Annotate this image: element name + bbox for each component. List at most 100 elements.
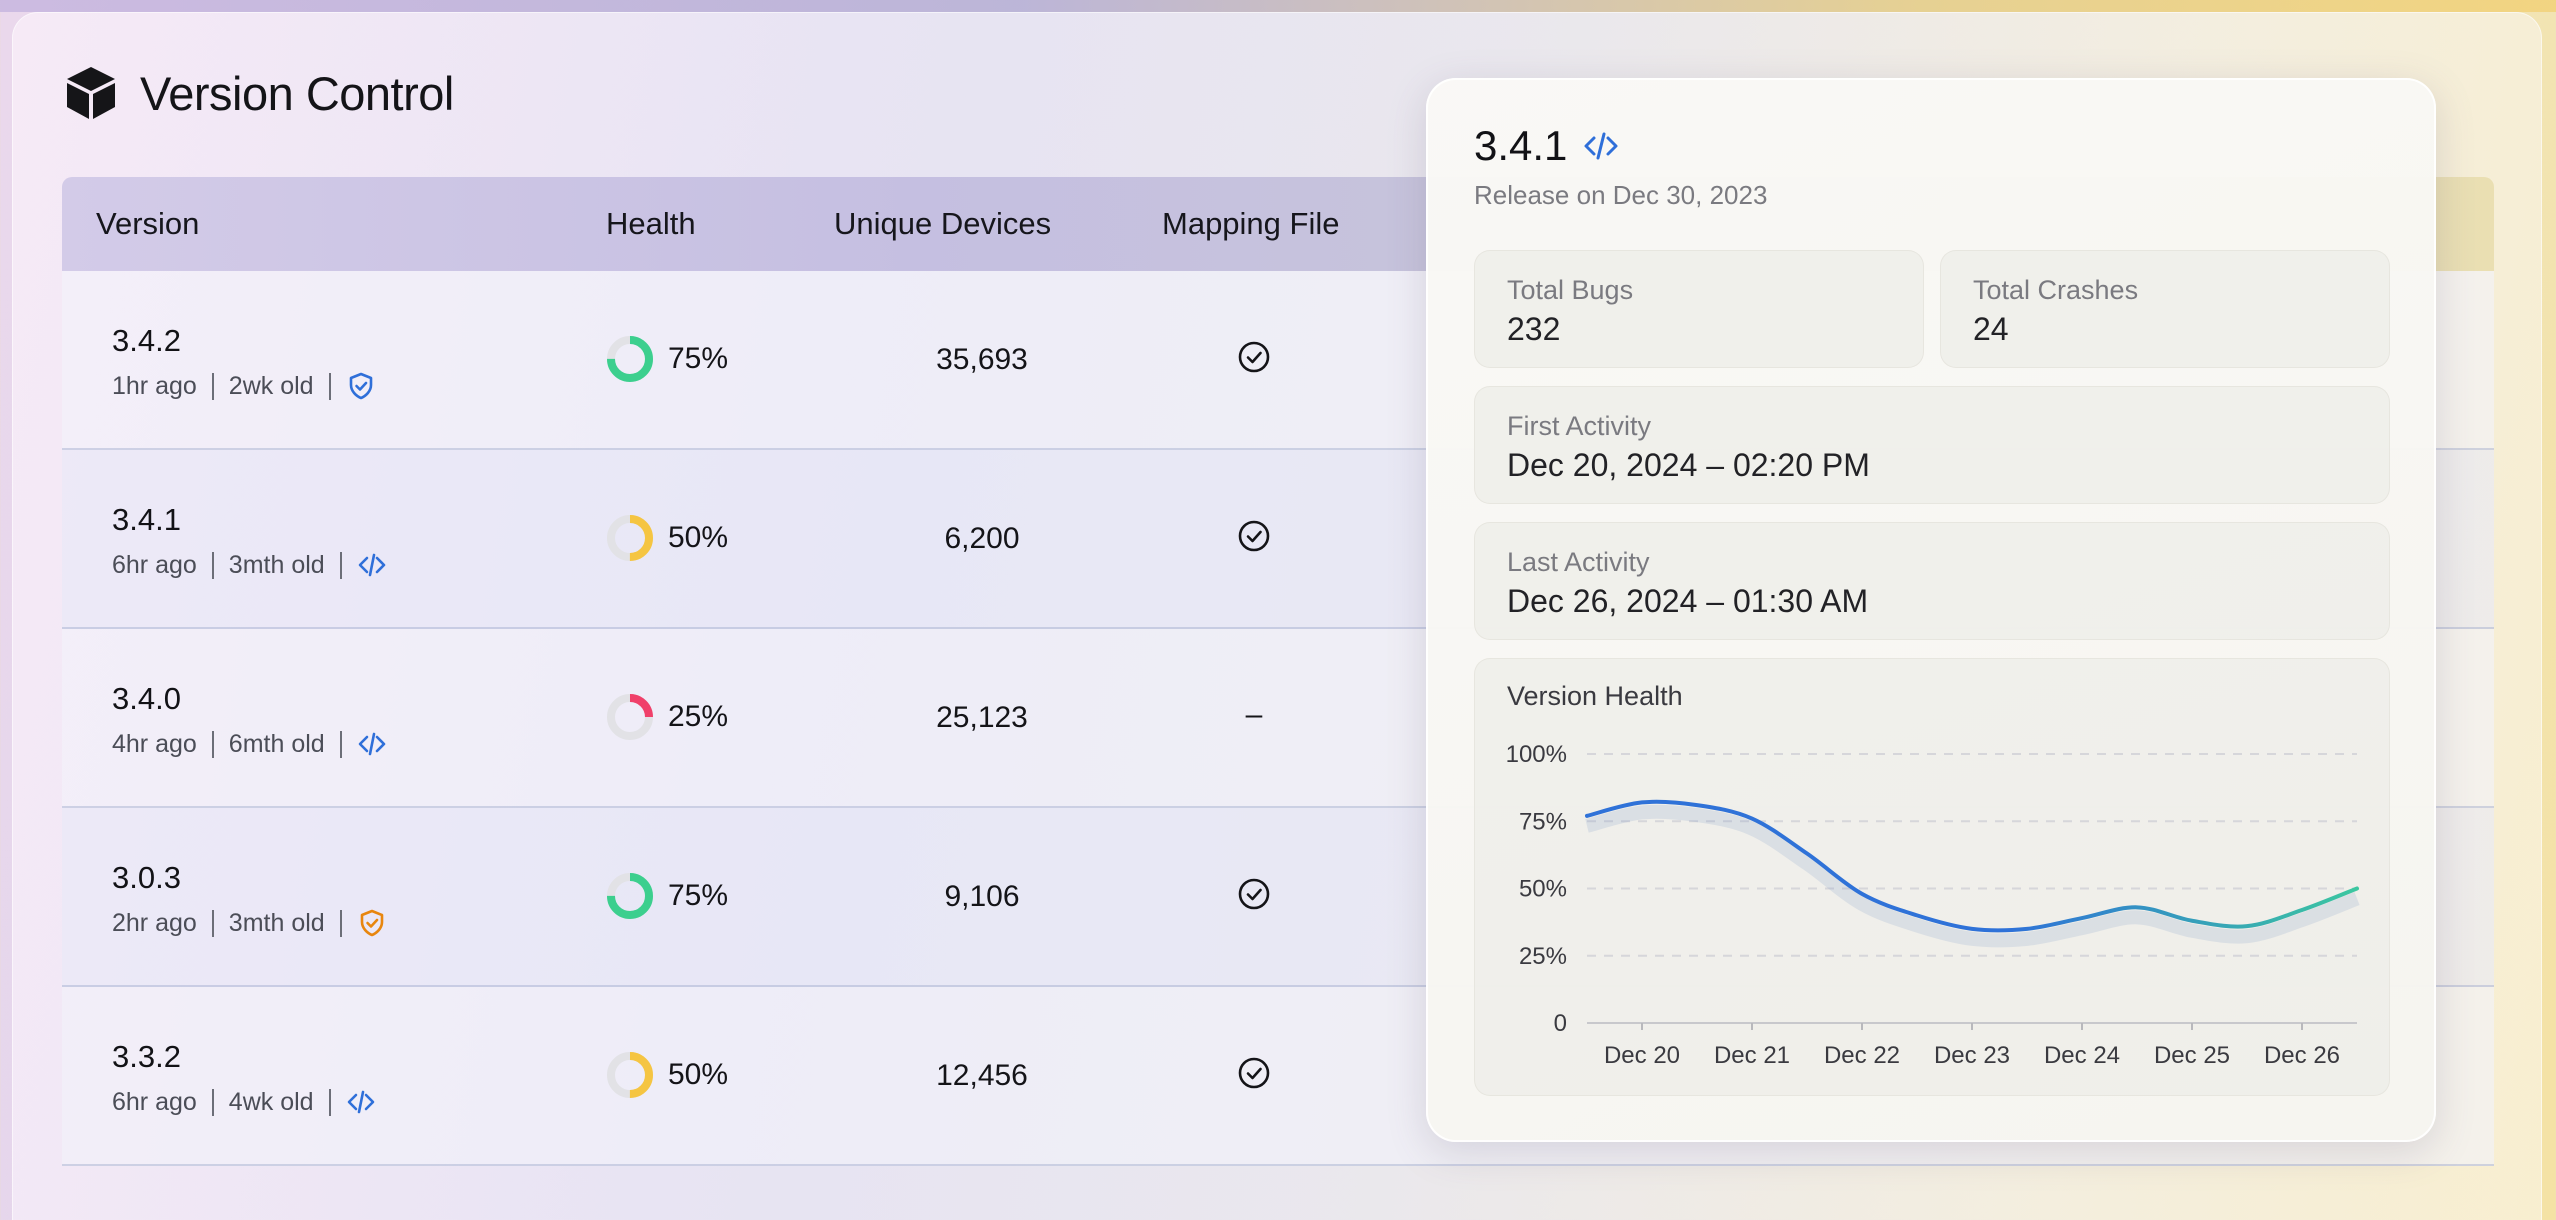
unique-devices-value: 6,200 (944, 522, 1020, 555)
total-bugs-value: 232 (1507, 311, 1561, 347)
meta-separator (211, 1088, 214, 1116)
code-icon (347, 1090, 374, 1114)
x-tick-label: Dec 21 (1714, 1042, 1790, 1069)
window-top-glow (0, 0, 2556, 12)
y-tick-label: 75% (1519, 808, 1567, 835)
unique-devices-value: 25,123 (936, 701, 1028, 734)
version-number: 3.4.0 (112, 681, 181, 716)
health-percent: 50% (668, 521, 729, 554)
version-detail-card: 3.4.1 Release on Dec 30, 2023 Total Bugs… (1426, 78, 2436, 1142)
check-circle-icon (1238, 520, 1270, 552)
x-tick-label: Dec 23 (1934, 1042, 2010, 1069)
series-line (1585, 799, 2359, 933)
x-tick-label: Dec 24 (2044, 1042, 2120, 1069)
chart-title: Version Health (1507, 681, 1683, 711)
version-meta: 6hr ago 3mth old (112, 550, 387, 580)
health-percent: 75% (668, 342, 729, 375)
mapping-file-cell: – (1245, 698, 1263, 731)
total-bugs-label: Total Bugs (1507, 275, 1634, 305)
code-icon (358, 553, 385, 577)
detail-header: 3.4.1 (1474, 122, 1619, 170)
version-meta: 4hr ago 6mth old (112, 729, 387, 759)
total-crashes-label: Total Crashes (1973, 275, 2139, 305)
version-meta: 1hr ago 2wk old (112, 371, 376, 401)
detail-version: 3.4.1 (1474, 122, 1568, 169)
first-activity-label: First Activity (1507, 411, 1652, 441)
meta-separator (328, 1088, 331, 1116)
meta-separator (339, 909, 342, 937)
table-header: Version Health Unique Devices Mapping Fi… (62, 177, 2494, 271)
health-cell: 25% (606, 693, 728, 741)
x-tick-label: Dec 25 (2154, 1042, 2230, 1069)
total-crashes-stat: Total Crashes 24 (1940, 250, 2390, 368)
version-age: 6mth old (228, 729, 325, 758)
mapping-file-cell (1234, 516, 1274, 556)
last-activity-label: Last Activity (1507, 547, 1650, 577)
health-cell: 50% (606, 514, 728, 562)
first-activity-value: Dec 20, 2024 – 02:20 PM (1507, 447, 1870, 483)
version-health-chart: Version Health 100% 75% 50% 25% 0 Dec 20 Dec 2… (1474, 658, 2390, 1096)
version-number: 3.4.1 (112, 502, 181, 537)
health-ring-icon (607, 694, 653, 740)
last-seen: 4hr ago (112, 729, 197, 758)
version-age: 3mth old (228, 550, 325, 579)
health-ring-icon (607, 336, 653, 382)
health-ring-icon (607, 1052, 653, 1098)
last-activity-value: Dec 26, 2024 – 01:30 AM (1507, 583, 1869, 619)
first-activity-stat: First Activity Dec 20, 2024 – 02:20 PM (1474, 386, 2390, 504)
y-tick-label: 100% (1506, 741, 1567, 768)
meta-separator (339, 551, 342, 579)
line-chart: 100% 75% 50% 25% 0 Dec 20 Dec 21 Dec 22 Dec 23 De… (1506, 741, 2360, 1069)
version-age: 2wk old (228, 371, 314, 400)
meta-separator (328, 372, 331, 400)
health-percent: 50% (668, 1058, 729, 1091)
release-date: Release on Dec 30, 2023 (1474, 180, 1768, 210)
cube-icon (67, 67, 115, 119)
column-header-health[interactable]: Health (606, 206, 696, 241)
unique-devices-value: 35,693 (936, 343, 1028, 376)
y-tick-label: 0 (1554, 1010, 1567, 1037)
page-header: Version Control (62, 58, 454, 128)
code-icon[interactable] (1583, 131, 1619, 161)
meta-separator (211, 551, 214, 579)
version-number: 3.3.2 (112, 1039, 181, 1074)
shield-check-icon (349, 372, 372, 400)
last-seen: 2hr ago (112, 908, 197, 937)
check-circle-icon (1238, 341, 1270, 373)
last-seen: 1hr ago (112, 371, 197, 400)
mapping-file-cell (1234, 337, 1274, 377)
meta-separator (211, 372, 214, 400)
version-number: 3.4.2 (112, 323, 181, 358)
version-age: 4wk old (228, 1087, 314, 1116)
check-circle-icon (1238, 1057, 1270, 1089)
unique-devices-value: 12,456 (936, 1059, 1028, 1092)
x-tick-label: Dec 22 (1824, 1042, 1900, 1069)
x-tick-label: Dec 20 (1604, 1042, 1680, 1069)
last-seen: 6hr ago (112, 1087, 197, 1116)
code-icon (358, 732, 385, 756)
health-ring-icon (607, 873, 653, 919)
last-seen: 6hr ago (112, 550, 197, 579)
y-tick-label: 50% (1519, 876, 1567, 903)
meta-separator (339, 730, 342, 758)
health-percent: 25% (668, 700, 729, 733)
page-title: Version Control (140, 66, 454, 120)
column-header-unique-devices[interactable]: Unique Devices (834, 206, 1052, 241)
health-cell: 50% (606, 1051, 728, 1099)
y-tick-label: 25% (1519, 943, 1567, 970)
check-circle-icon (1238, 878, 1270, 910)
column-header-version[interactable]: Version (96, 206, 200, 241)
health-ring-icon (607, 515, 653, 561)
shield-check-icon (360, 909, 383, 937)
mapping-file-cell (1234, 1053, 1274, 1093)
meta-separator (211, 730, 214, 758)
series-line-shadow (1585, 804, 2360, 948)
version-meta: 6hr ago 4wk old (112, 1087, 376, 1117)
column-header-mapping-file[interactable]: Mapping File (1162, 206, 1340, 241)
version-meta: 2hr ago 3mth old (112, 908, 387, 938)
health-percent: 75% (668, 879, 729, 912)
meta-separator (211, 909, 214, 937)
health-cell: 75% (606, 872, 728, 920)
mapping-file-cell (1234, 874, 1274, 914)
version-number: 3.0.3 (112, 860, 181, 895)
